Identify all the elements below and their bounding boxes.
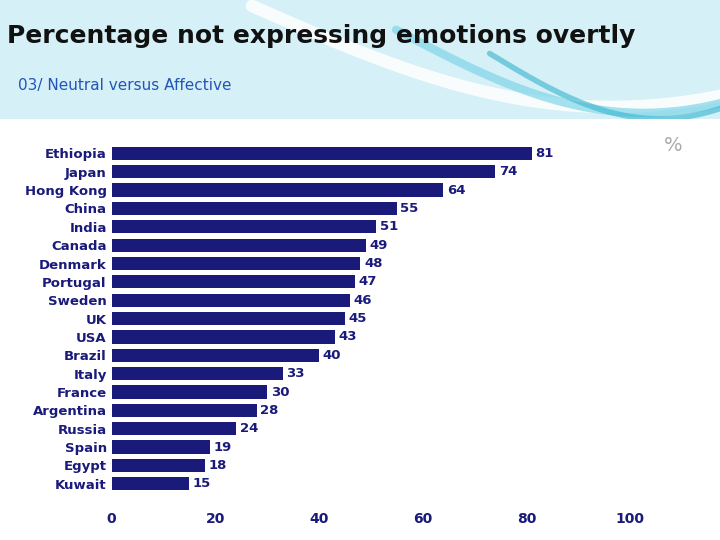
Text: 15: 15 (193, 477, 211, 490)
Bar (112, 257, 361, 270)
Bar (112, 220, 376, 233)
Text: 51: 51 (379, 220, 398, 233)
Bar (112, 184, 444, 197)
Bar (112, 294, 350, 307)
Text: 81: 81 (535, 147, 554, 160)
Text: 18: 18 (209, 459, 227, 472)
Text: 33: 33 (287, 367, 305, 380)
Text: %: % (664, 136, 683, 156)
Text: 40: 40 (323, 349, 341, 362)
Bar (112, 147, 531, 160)
Text: 19: 19 (214, 441, 232, 454)
Text: 55: 55 (400, 202, 418, 215)
Bar (112, 275, 355, 288)
Bar (112, 239, 366, 252)
Text: 64: 64 (447, 184, 466, 197)
Bar (112, 349, 319, 362)
Bar (112, 312, 345, 325)
Bar (112, 422, 236, 435)
Text: 03/ Neutral versus Affective: 03/ Neutral versus Affective (18, 78, 232, 93)
Text: 49: 49 (369, 239, 387, 252)
Text: 30: 30 (271, 386, 289, 399)
Text: 48: 48 (364, 257, 382, 270)
Bar (112, 202, 397, 215)
Bar (112, 367, 283, 380)
Text: 28: 28 (261, 404, 279, 417)
Text: 45: 45 (348, 312, 367, 325)
Bar (112, 165, 495, 178)
Text: Percentage not expressing emotions overtly: Percentage not expressing emotions overt… (7, 24, 636, 48)
Bar (112, 459, 205, 472)
Text: 43: 43 (338, 330, 356, 343)
Text: 46: 46 (354, 294, 372, 307)
Text: 74: 74 (499, 165, 517, 178)
Bar (112, 386, 267, 399)
Bar (112, 441, 210, 454)
Text: 24: 24 (240, 422, 258, 435)
Bar (112, 404, 257, 417)
Text: 47: 47 (359, 275, 377, 288)
Bar (112, 330, 335, 343)
Bar (112, 477, 189, 490)
